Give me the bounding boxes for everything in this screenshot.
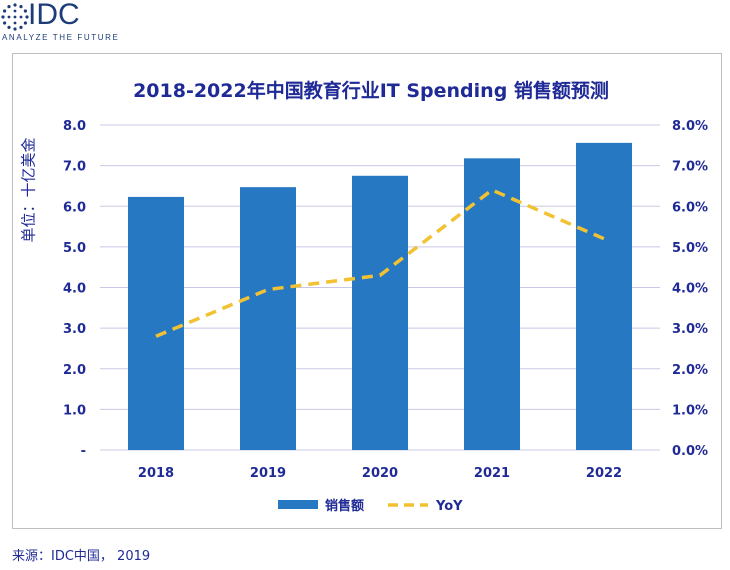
- y2-tick-label: 7.0%: [672, 160, 708, 175]
- y2-tick-label: 4.0%: [672, 282, 708, 297]
- legend-swatch-sales: [278, 500, 318, 509]
- bar-2019: [240, 187, 296, 450]
- x-tick-label: 2019: [250, 466, 286, 481]
- y-tick-label: 5.0: [63, 241, 86, 256]
- y-tick-label: 3.0: [63, 322, 86, 337]
- y-tick-label: 8.0: [63, 119, 86, 134]
- y2-tick-label: 1.0%: [672, 403, 708, 418]
- logo-tagline: ANALYZE THE FUTURE: [2, 33, 120, 42]
- source-note: 来源：IDC中国， 2019: [12, 549, 151, 564]
- x-tick-label: 2022: [586, 466, 622, 481]
- legend-label-yoy: YoY: [435, 499, 463, 514]
- y-tick-label: 2.0: [63, 363, 86, 378]
- idc-logo-mark-icon: [1, 3, 29, 31]
- idc-logo: IDC ANALYZE THE FUTURE: [0, 0, 130, 46]
- y2-tick-label: 2.0%: [672, 363, 708, 378]
- y-tick-label: 7.0: [63, 160, 86, 175]
- y2-tick-label: 5.0%: [672, 241, 708, 256]
- bar-2022: [576, 142, 632, 450]
- y2-tick-label: 8.0%: [672, 119, 708, 134]
- chart-frame: [12, 53, 722, 529]
- y-tick-label: 1.0: [63, 403, 86, 418]
- y-tick-label: 6.0: [63, 200, 86, 215]
- y2-tick-label: 0.0%: [672, 444, 708, 459]
- x-tick-label: 2021: [474, 466, 510, 481]
- legend-label-sales: 销售额: [325, 498, 364, 514]
- bar-2020: [352, 175, 408, 450]
- y2-tick-label: 3.0%: [672, 322, 708, 337]
- x-tick-label: 2018: [138, 466, 174, 481]
- y-tick-label: 4.0: [63, 282, 86, 297]
- bar-2021: [464, 158, 520, 450]
- logo-wordmark: IDC: [28, 0, 80, 31]
- bar-2018: [128, 196, 184, 450]
- y2-tick-label: 6.0%: [672, 200, 708, 215]
- chart-title: 2018-2022年中国教育行业IT Spending 销售额预测: [133, 80, 609, 102]
- y-tick-label: -: [81, 444, 86, 459]
- x-tick-label: 2020: [362, 466, 398, 481]
